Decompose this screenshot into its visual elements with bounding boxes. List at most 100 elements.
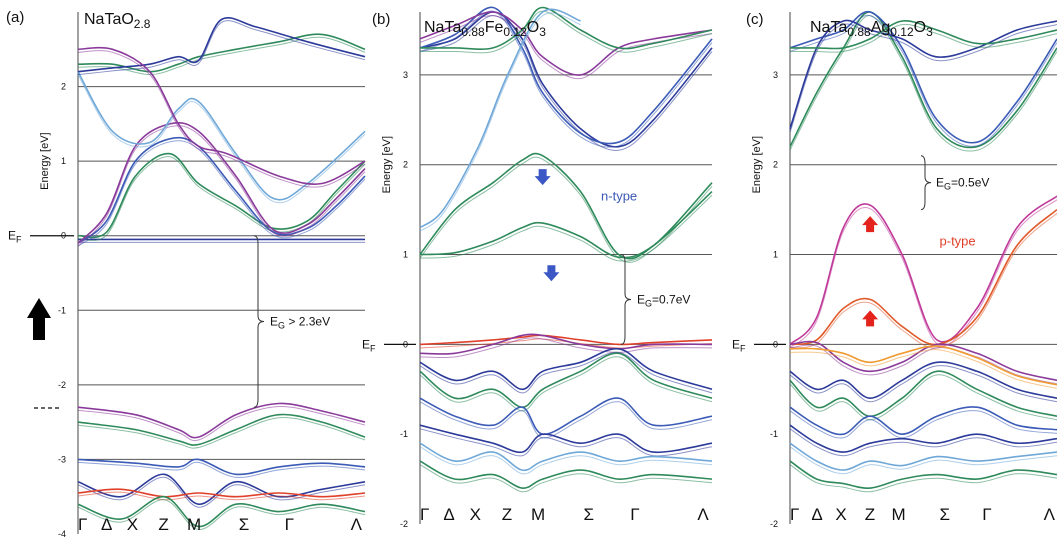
band-line-shadow	[419, 15, 713, 80]
band-line-shadow	[419, 12, 581, 232]
band-line	[77, 495, 366, 528]
y-tick-label: -3	[58, 454, 66, 464]
band-line	[77, 413, 366, 446]
k-point-label: Δ	[811, 505, 823, 524]
band-line	[790, 20, 1057, 50]
band-line-shadow	[77, 36, 366, 76]
k-point-label: Γ	[982, 505, 992, 524]
fermi-level-label: EF	[362, 337, 376, 353]
k-point-label: M	[531, 505, 546, 524]
y-tick-label: -4	[58, 529, 66, 539]
band-line-shadow	[419, 15, 713, 151]
band-line-shadow	[77, 156, 366, 241]
band-line	[77, 71, 366, 201]
k-point-label: Σ	[584, 505, 596, 524]
y-tick-label: -2	[770, 519, 778, 529]
band-line-shadow	[419, 156, 713, 263]
band-line	[789, 442, 1057, 471]
k-point-label: M	[891, 505, 906, 524]
k-point-label: Λ	[1044, 505, 1056, 524]
y-axis-label: Energy [eV]	[39, 132, 51, 189]
band-line-shadow	[419, 464, 713, 493]
band-line-shadow	[77, 50, 366, 188]
y-tick-label: 1	[773, 250, 778, 260]
band-line-shadow	[77, 140, 366, 247]
band-line	[77, 473, 366, 505]
panel-label: (b)	[372, 11, 390, 28]
band-line-shadow	[789, 23, 1057, 133]
band-line-shadow	[789, 15, 1057, 152]
band-line-shadow	[77, 125, 366, 247]
k-point-label: X	[470, 505, 482, 524]
band-line	[419, 424, 713, 454]
band-line-shadow	[789, 212, 1057, 349]
k-point-label: Γ	[285, 515, 295, 534]
y-tick-label: -2	[400, 519, 408, 529]
band-line-shadow	[77, 461, 366, 478]
y-axis-label: Energy [eV]	[751, 136, 763, 193]
y-tick-label: -1	[770, 429, 778, 439]
panel-title: NaTa0.88Ag0.12O3	[810, 19, 933, 39]
band-line-shadow	[789, 365, 1057, 403]
band-line-shadow	[789, 464, 1057, 493]
band-line-shadow	[419, 337, 713, 359]
band-line	[419, 8, 581, 229]
k-point-label: Δ	[443, 505, 455, 524]
y-tick-label: 2	[773, 160, 778, 170]
band-line	[419, 334, 713, 346]
band-line	[789, 370, 1057, 418]
band-line-shadow	[419, 194, 713, 262]
k-point-label: Λ	[351, 515, 363, 534]
k-point-label: Z	[158, 515, 169, 534]
band-gap-label: EG=0.7eV	[637, 292, 690, 308]
arrow-up-icon	[862, 216, 879, 233]
k-point-label: Γ	[630, 505, 640, 524]
k-point-label: Z	[502, 505, 513, 524]
fermi-level-label: EF	[732, 337, 746, 353]
y-tick-label: 1	[61, 156, 66, 166]
band-line-shadow	[77, 416, 366, 449]
band-line	[77, 152, 366, 239]
panel-title: NaTa0.88Fe0.12O3	[424, 19, 546, 39]
band-line	[419, 11, 713, 76]
band-gap-label: EG=0.5eV	[936, 176, 989, 192]
gap-brace	[620, 254, 632, 345]
band-line-shadow	[789, 344, 1057, 385]
band-line	[789, 208, 1057, 346]
band-line-shadow	[77, 74, 366, 204]
band-line	[789, 195, 1057, 346]
panel-title: NaTaO2.8	[84, 11, 151, 31]
band-line-shadow	[790, 23, 1057, 53]
carrier-type-label: p-type	[940, 234, 976, 249]
band-line	[77, 488, 366, 498]
k-point-label: Σ	[239, 515, 251, 534]
band-line	[789, 11, 1057, 149]
band-line-shadow	[419, 428, 713, 457]
band-line-shadow	[419, 351, 713, 394]
band-line	[789, 19, 1057, 130]
k-point-label: Γ	[78, 515, 88, 534]
band-line	[77, 46, 366, 185]
arrow-down-icon	[543, 265, 560, 282]
y-tick-label: -1	[400, 429, 408, 439]
carrier-type-label: n-type	[601, 189, 637, 204]
band-line	[419, 442, 713, 472]
k-point-label: Z	[865, 505, 876, 524]
band-line	[419, 191, 713, 259]
k-point-label: Σ	[940, 505, 952, 524]
panel-label: (a)	[6, 9, 24, 26]
band-line	[419, 11, 713, 148]
band-line	[789, 361, 1057, 400]
band-line	[789, 345, 1057, 386]
y-axis-label: Energy [eV]	[381, 136, 393, 193]
band-line	[77, 136, 366, 244]
band-line-shadow	[419, 10, 713, 148]
band-line	[77, 402, 366, 439]
y-tick-label: -2	[58, 380, 66, 390]
band-line-shadow	[77, 405, 366, 442]
band-gap-label: EG > 2.3eV	[270, 314, 330, 330]
